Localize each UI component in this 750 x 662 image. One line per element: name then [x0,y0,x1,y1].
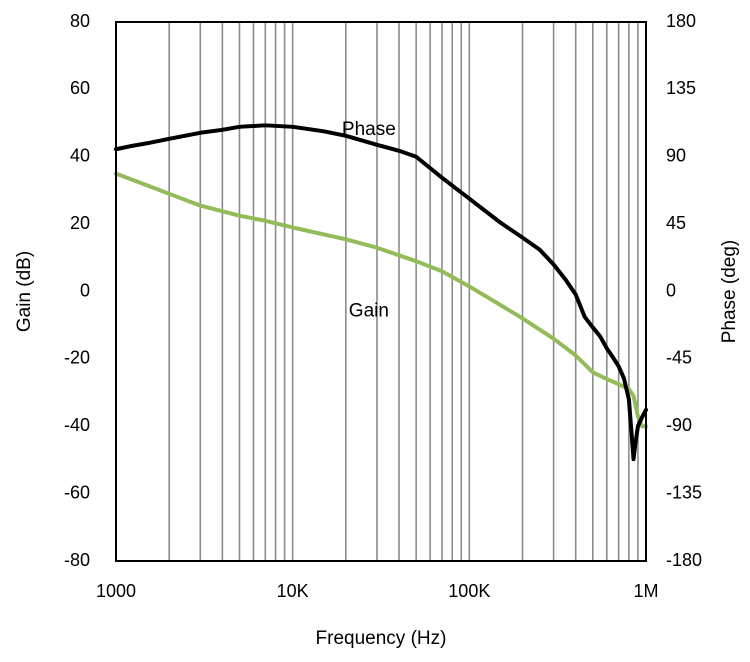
y-tick-label: 20 [70,213,90,233]
y-tick-label: 80 [70,11,90,31]
y-tick-label: 40 [70,146,90,166]
left-axis-tick-labels: 80 60 40 20 0 -20 -40 -60 -80 [64,11,90,570]
x-tick-label: 10K [277,581,309,601]
y-tick-label: 0 [80,280,90,300]
x-tick-label: 1M [633,581,658,601]
y2-tick-label: -135 [666,482,702,502]
series-line-gain [114,171,648,429]
y-tick-label: -80 [64,550,90,570]
y2-tick-label: -45 [666,348,692,368]
plot-area-frame [115,21,647,562]
series-annotations: Phase Gain [342,119,396,322]
right-axis-tick-labels: 180 135 90 45 0 -45 -90 -135 -180 [666,11,702,570]
y2-tick-label: -90 [666,415,692,435]
x-tick-label: 1000 [96,581,136,601]
x-axis-tick-labels: 1000 10K 100K 1M [96,581,659,601]
y2-tick-label: 135 [666,78,696,98]
y-tick-label: -20 [64,348,90,368]
plot-series [114,123,648,462]
annotation-phase: Phase [342,119,396,140]
series-line-phase [114,123,648,462]
x-axis-title: Frequency (Hz) [316,628,447,649]
y2-tick-label: 180 [666,11,696,31]
y2-tick-label: 45 [666,213,686,233]
y2-tick-label: 0 [666,280,676,300]
left-axis-title: Gain (dB) [14,251,35,332]
x-tick-label: 100K [448,581,490,601]
y-tick-label: -40 [64,415,90,435]
y-tick-label: -60 [64,482,90,502]
right-axis-title: Phase (deg) [719,240,740,344]
annotation-gain: Gain [349,301,389,322]
vertical-gridlines [168,22,639,561]
y2-tick-label: -180 [666,550,702,570]
y2-tick-label: 90 [666,146,686,166]
y-tick-label: 60 [70,78,90,98]
